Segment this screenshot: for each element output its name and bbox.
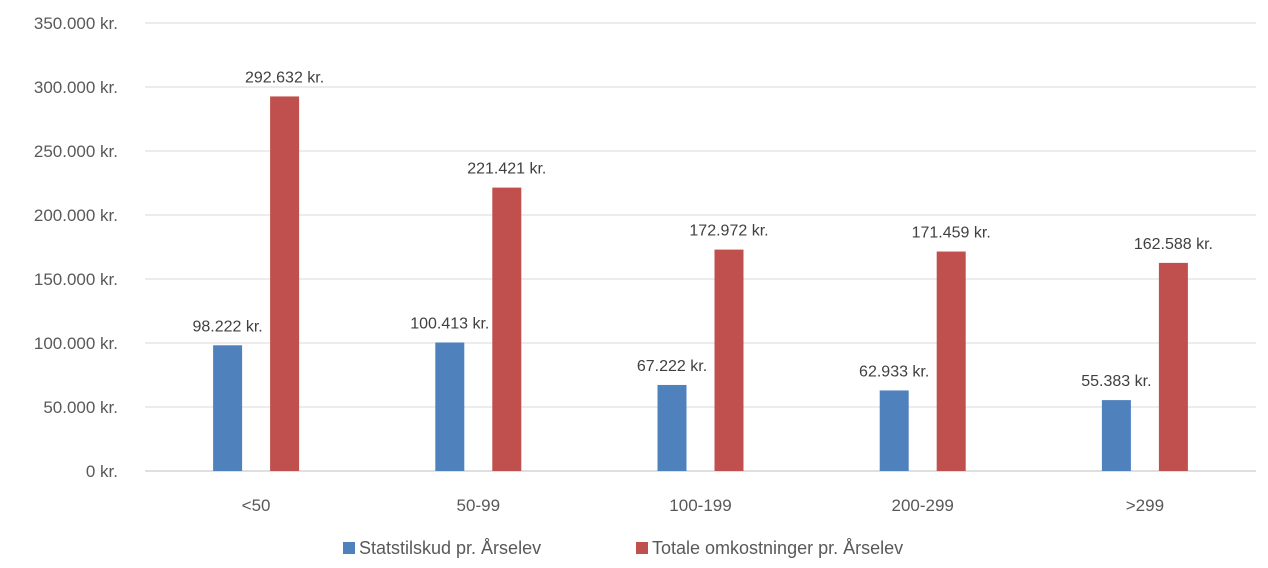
y-tick-label: 100.000 kr. xyxy=(34,334,118,353)
bar-statstilskud-4 xyxy=(1101,400,1131,471)
data-label: 55.383 kr. xyxy=(1081,373,1151,390)
data-label: 100.413 kr. xyxy=(410,315,489,332)
y-tick-label: 300.000 kr. xyxy=(34,78,118,97)
bar-totale-omkostninger-4 xyxy=(1158,262,1188,471)
bar-statstilskud-0 xyxy=(213,345,243,471)
y-tick-label: 350.000 kr. xyxy=(34,14,118,33)
bar-totale-omkostninger-0 xyxy=(270,96,300,472)
bars xyxy=(213,96,1188,472)
data-labels: 98.222 kr. 100.413 kr. 67.222 kr. 62.933 kr… xyxy=(192,69,1213,390)
bar-statstilskud-2 xyxy=(657,384,687,471)
bar-totale-omkostninger-3 xyxy=(936,251,966,471)
y-axis: 0 kr. 50.000 kr. 100.000 kr. 150.000 kr. 200… xyxy=(34,14,118,481)
data-label: 67.222 kr. xyxy=(637,358,707,375)
x-tick-label: <50 xyxy=(242,496,271,515)
x-tick-label: >299 xyxy=(1126,496,1164,515)
data-label: 171.459 kr. xyxy=(912,225,991,242)
data-label: 292.632 kr. xyxy=(245,69,324,86)
bar-statstilskud-3 xyxy=(879,390,909,471)
x-tick-label: 50-99 xyxy=(457,496,500,515)
x-tick-label: 200-299 xyxy=(892,496,954,515)
legend-swatch xyxy=(636,542,648,554)
data-label: 62.933 kr. xyxy=(859,363,929,380)
y-tick-label: 0 kr. xyxy=(86,462,118,481)
y-tick-label: 250.000 kr. xyxy=(34,142,118,161)
x-tick-label: 100-199 xyxy=(669,496,731,515)
y-tick-label: 50.000 kr. xyxy=(43,398,118,417)
legend-label: Statstilskud pr. Årselev xyxy=(359,538,541,558)
x-axis: <50 50-99 100-199 200-299 >299 xyxy=(242,496,1164,515)
y-tick-label: 200.000 kr. xyxy=(34,206,118,225)
data-label: 162.588 kr. xyxy=(1134,236,1213,253)
legend-swatch xyxy=(343,542,355,554)
bar-totale-omkostninger-2 xyxy=(714,249,744,471)
legend: Statstilskud pr. Årselev Totale omkostnin… xyxy=(343,538,903,558)
bar-totale-omkostninger-1 xyxy=(492,187,522,471)
bar-statstilskud-1 xyxy=(435,342,465,471)
data-label: 98.222 kr. xyxy=(192,318,262,335)
data-label: 172.972 kr. xyxy=(689,223,768,240)
data-label: 221.421 kr. xyxy=(467,161,546,178)
y-tick-label: 150.000 kr. xyxy=(34,270,118,289)
legend-label: Totale omkostninger pr. Årselev xyxy=(652,538,903,558)
gridlines xyxy=(145,22,1256,472)
